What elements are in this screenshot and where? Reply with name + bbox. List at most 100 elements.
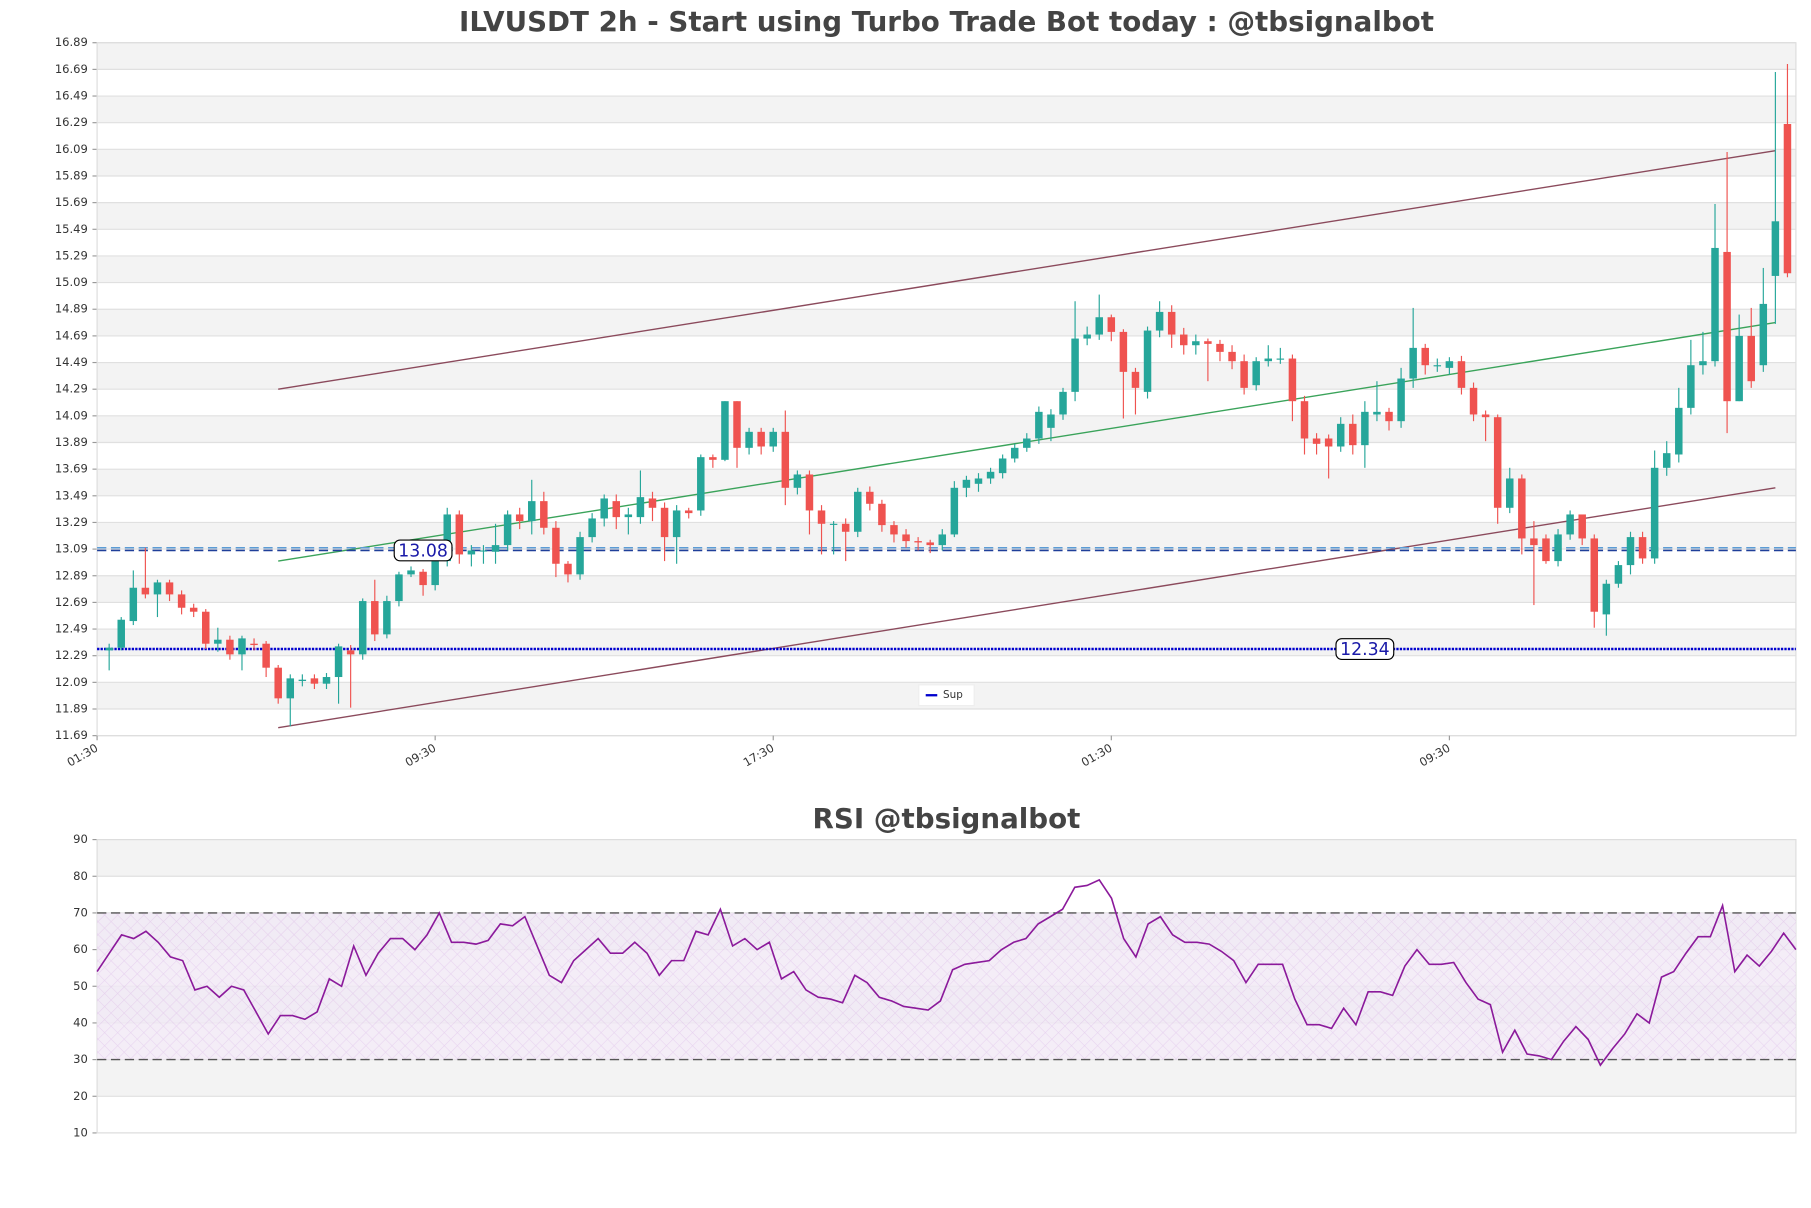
candle-body [1699, 361, 1707, 366]
candle-body [684, 510, 693, 514]
candle-body [733, 401, 741, 448]
candle-body [962, 479, 971, 488]
y-tick-label: 20 [73, 1089, 88, 1103]
candle-body [1687, 365, 1695, 408]
grid-band [97, 629, 1796, 656]
candle-body [612, 501, 621, 518]
y-tick-label: 16.69 [55, 62, 88, 76]
candle-body [1083, 334, 1091, 339]
candle-body [1662, 453, 1671, 468]
grid-band [97, 415, 1796, 443]
legend-box [918, 684, 975, 707]
candle-body [1300, 401, 1309, 439]
candle-body [1759, 303, 1768, 366]
candle-body [1638, 537, 1647, 559]
candle-body [1518, 478, 1526, 539]
y-tick-label: 15.69 [55, 195, 88, 209]
candle-body [346, 650, 355, 655]
candle-body [829, 523, 838, 525]
grid-band [97, 149, 1796, 176]
candle-body [383, 601, 391, 635]
candle-body [141, 587, 150, 595]
candle-body [1602, 583, 1611, 615]
candle-body [226, 639, 234, 655]
candle-body [1204, 341, 1212, 344]
candle-body [334, 646, 343, 678]
candle-body [1119, 331, 1128, 372]
candle-body [757, 431, 765, 447]
y-tick-label: 60 [73, 942, 88, 956]
rsi-line [96, 878, 1797, 1067]
candle-body [1252, 361, 1260, 386]
candle-body [286, 678, 295, 699]
candle-body [1047, 414, 1055, 428]
candle-body [1590, 538, 1599, 612]
candle-body [1107, 317, 1116, 332]
y-tick-label: 15.89 [55, 168, 88, 182]
candle-body [1264, 358, 1273, 362]
y-tick-label: 12.49 [55, 622, 88, 636]
candle-body [1506, 478, 1514, 508]
candle-body [998, 458, 1007, 474]
candle-body [1312, 438, 1321, 444]
y-tick-label: 14.69 [55, 328, 88, 342]
candle-body [262, 643, 270, 668]
candle-body [443, 514, 451, 562]
grid-band [97, 42, 1796, 70]
candle-body [660, 507, 669, 538]
chart-title: RSI @tbsignalbot [813, 802, 1081, 835]
candle-body [250, 643, 258, 646]
candle-body [1228, 351, 1236, 362]
x-tick-label: 09:30 [1417, 741, 1453, 770]
candle-body [298, 679, 307, 682]
x-tick-label: 01:30 [65, 741, 101, 770]
candle-body [1711, 247, 1719, 362]
candle-body [1469, 387, 1478, 415]
candle-body [1071, 338, 1079, 392]
candle-body [648, 498, 657, 508]
candle-body [1180, 334, 1188, 346]
candle-body [238, 638, 246, 655]
candle-body [1530, 538, 1538, 546]
candle-body [189, 607, 198, 612]
grid-band [97, 575, 1796, 603]
y-tick-label: 13.49 [55, 488, 88, 502]
candle-body [1542, 538, 1550, 562]
y-tick-label: 14.29 [55, 382, 88, 396]
candle-body [769, 431, 777, 447]
candle-body [1167, 311, 1176, 335]
candle-body [419, 571, 427, 586]
candle-body [564, 563, 572, 575]
grid-band [97, 1059, 1796, 1097]
candle-body [358, 601, 367, 655]
candle-body [165, 582, 174, 595]
grid-band [97, 255, 1796, 283]
candle-body [105, 647, 113, 651]
candle-body [1276, 358, 1285, 360]
candle-body [781, 431, 790, 488]
candle-body [1566, 514, 1574, 535]
candle-body [503, 514, 512, 546]
candle-body [974, 478, 983, 484]
candle-body [310, 678, 319, 684]
trend-line [278, 487, 1776, 729]
grid-band [97, 839, 1796, 877]
trend-line [278, 149, 1776, 390]
y-tick-label: 30 [73, 1052, 88, 1066]
y-tick-label: 13.29 [55, 515, 88, 529]
candle-body [1771, 221, 1780, 276]
candle-body [938, 534, 947, 546]
grid-band [97, 202, 1796, 230]
grid-band [97, 362, 1796, 390]
candle-body [1059, 391, 1067, 415]
candle-body [878, 503, 886, 526]
y-tick-label: 15.29 [55, 248, 88, 262]
candle-body [1010, 447, 1019, 459]
plot-frame [96, 42, 1797, 737]
candle-body [1035, 411, 1043, 439]
candle-body [1578, 514, 1586, 539]
candle-body [214, 639, 222, 644]
candle-body [274, 667, 282, 699]
candle-body [721, 401, 729, 460]
x-tick-label: 09:30 [403, 741, 439, 770]
